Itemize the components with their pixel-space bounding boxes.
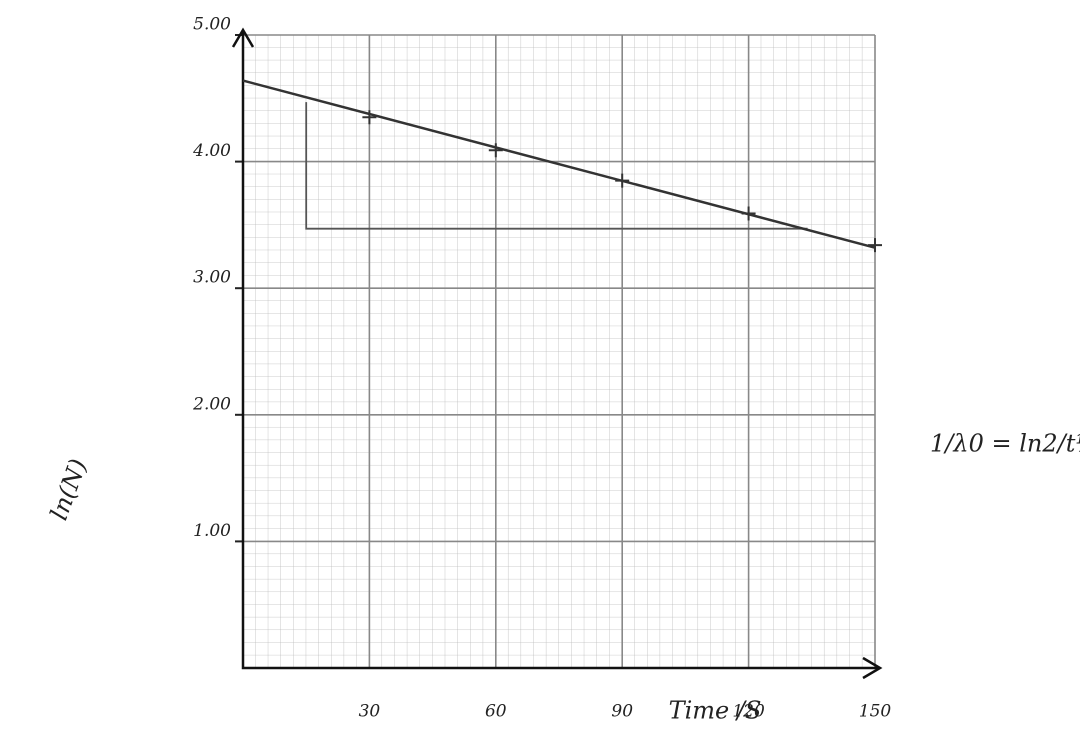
y-tick-label: 1.00 (193, 521, 231, 541)
axes (241, 30, 880, 670)
x-tick-label: 90 (611, 702, 633, 722)
data-point (741, 206, 756, 221)
data-point (868, 238, 882, 253)
graph-paper (243, 35, 875, 668)
y-tick-label: 4.00 (192, 141, 231, 161)
y-tick-label: 5.00 (193, 15, 231, 35)
data-point (488, 143, 503, 158)
x-tick-label: 30 (359, 702, 381, 722)
axis-arrow (231, 27, 883, 680)
x-tick-label: 60 (485, 702, 507, 722)
x-tick-label: 120 (732, 702, 765, 722)
annotation: 1/λ0 = ln2/t½ (930, 430, 1080, 458)
y-axis-label: ln(N) (45, 455, 93, 524)
data-point (615, 173, 630, 188)
x-tick-label: 150 (859, 702, 892, 722)
x-axis-label: Time /S (669, 697, 762, 725)
gradient-triangle (305, 102, 808, 230)
data-point (362, 110, 377, 125)
y-tick-label: 3.00 (193, 268, 231, 288)
y-tick-label: 2.00 (192, 394, 231, 414)
fit-line (242, 79, 876, 249)
